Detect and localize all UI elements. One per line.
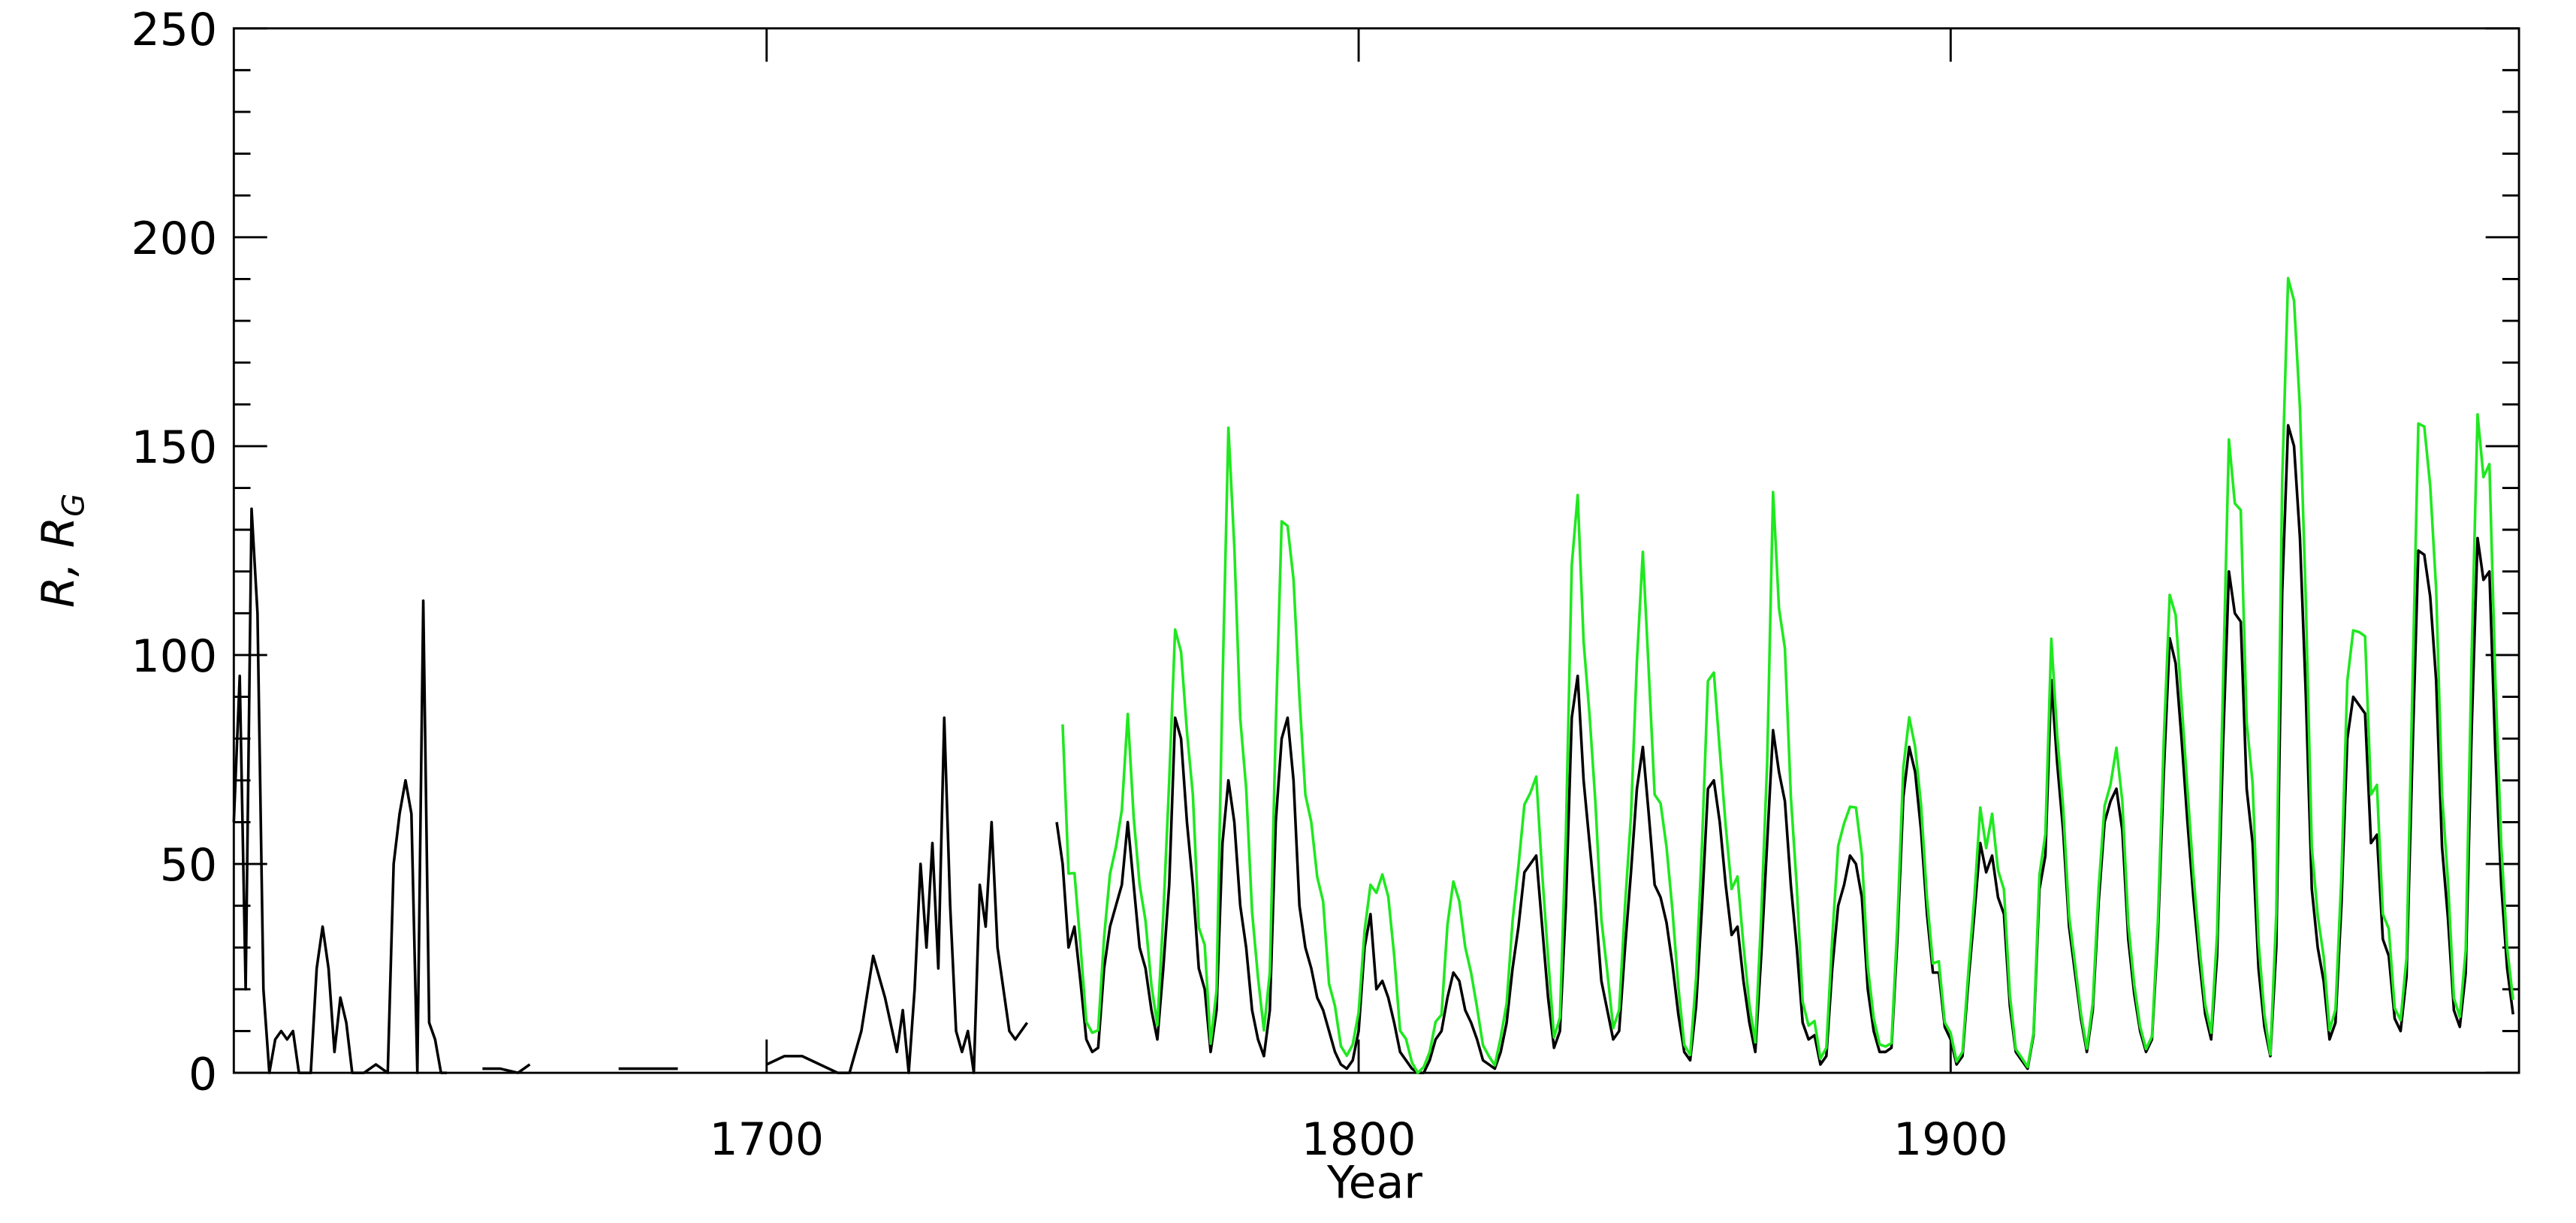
y-axis-label-main: R, R: [32, 517, 85, 608]
y-tick-label: 50: [160, 839, 217, 892]
y-axis-label: R, RG: [32, 494, 91, 608]
y-tick-label: 100: [131, 630, 217, 683]
marks: 0 50 100 150 200 250 1700 1800 1900: [131, 4, 2520, 1166]
y-axis-label-sub: G: [56, 494, 91, 517]
plot-frame: [232, 27, 2520, 1074]
y-tick-label: 200: [131, 213, 217, 265]
x-axis-label: Year: [1326, 1157, 1422, 1209]
x-tick-label: 1700: [709, 1113, 824, 1166]
x-tick-label: 1900: [1893, 1113, 2008, 1166]
series-line: [232, 424, 2514, 1074]
y-tick-label: 150: [131, 421, 217, 474]
x-tick-label: 1800: [1302, 1113, 1416, 1166]
series-line: [1061, 276, 2514, 1074]
y-tick-label: 0: [189, 1048, 217, 1101]
y-tick-label: 250: [131, 4, 217, 56]
